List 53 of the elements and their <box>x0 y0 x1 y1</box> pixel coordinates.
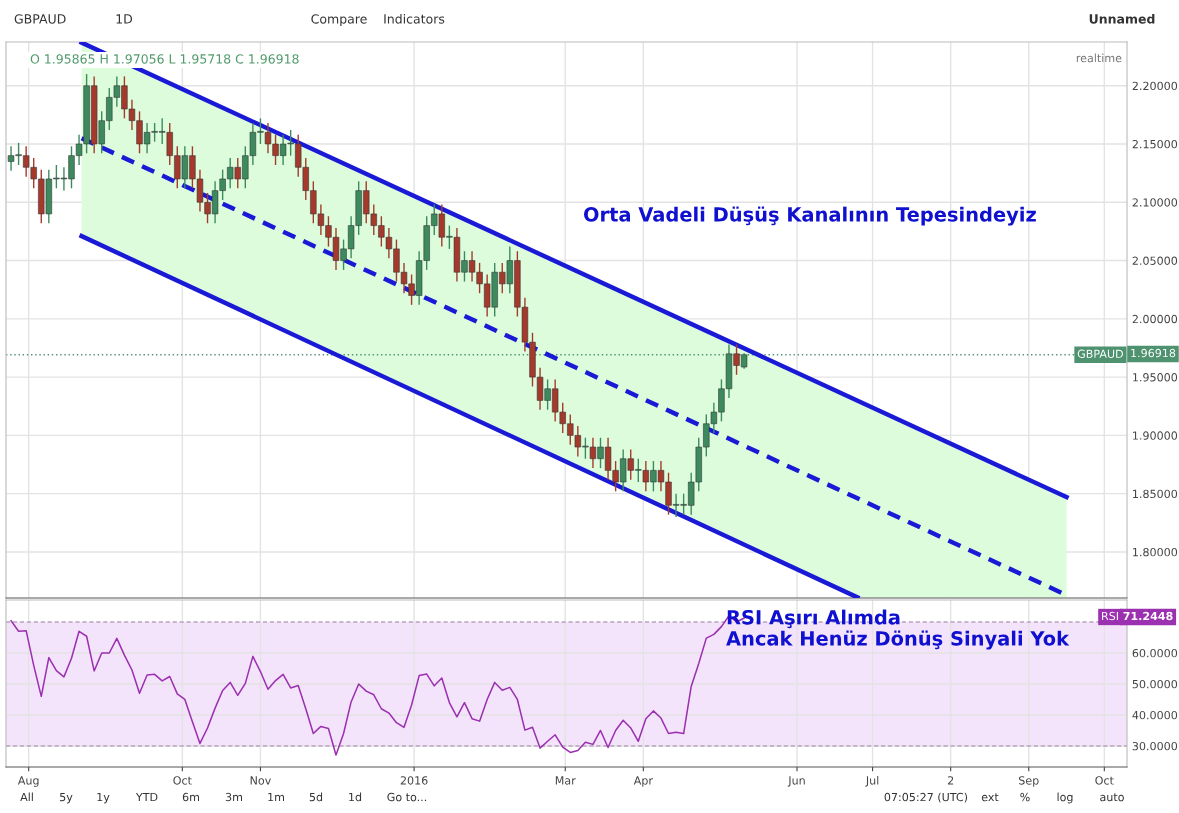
annotation: Ancak Henüz Dönüş Sinyali Yok <box>726 630 1070 650</box>
x-tick-label: Mar <box>555 776 576 785</box>
y-tick-label: 2.05000 <box>1132 256 1178 265</box>
text: 6m <box>182 792 199 802</box>
text: 1d <box>349 792 362 802</box>
y-tick-label: 2.10000 <box>1132 198 1178 207</box>
annotation: realtime <box>1076 53 1122 63</box>
y-tick-label: 1.80000 <box>1133 547 1178 557</box>
x-tick-label: Oct <box>173 776 192 785</box>
y-tick-label: 2.15000 <box>1132 139 1178 149</box>
x-tick-label: Oct <box>1095 776 1114 785</box>
text: log <box>1057 792 1073 804</box>
text: 1D <box>116 14 133 24</box>
y-tick-label: 60.0000 <box>1132 648 1178 658</box>
x-tick-label: Jul <box>865 776 879 787</box>
y-tick-label: 1.95000 <box>1133 373 1178 382</box>
ref-line-label: GBPAUD <box>1077 349 1123 358</box>
annotation: RSI Aşırı Alımda <box>727 609 900 629</box>
x-tick-label: Sep <box>1019 776 1039 787</box>
y-tick-label: 1.85000 <box>1133 489 1178 499</box>
text: All <box>20 792 33 802</box>
x-tick-label: Aug <box>17 776 39 787</box>
text: 5y <box>60 792 73 804</box>
text: 3m <box>225 792 242 802</box>
text: Compare <box>311 14 367 27</box>
x-tick-label: Jun <box>787 776 805 787</box>
x-tick-label: Nov <box>250 776 271 785</box>
text: Indicators <box>384 13 445 24</box>
x-tick-label: 2 <box>947 776 954 785</box>
x-tick-label: 2016 <box>400 776 428 785</box>
y-tick-label: 50.0000 <box>1132 679 1178 689</box>
annotation: RSI <box>1102 611 1118 621</box>
annotation: Orta Vadeli Düşüş Kanalının Tepesindeyiz <box>583 206 1036 226</box>
annotation: O 1.95865 H 1.97056 L 1.95718 C 1.96918 <box>30 54 299 64</box>
text: 1y <box>97 792 110 804</box>
text: GBPAUD <box>14 14 66 24</box>
y-tick-label: 1.90000 <box>1133 431 1178 440</box>
text: 07:05:27 (UTC) <box>884 792 968 803</box>
text: Unnamed <box>1089 13 1155 24</box>
text: 1.96918 <box>1131 348 1176 358</box>
y-tick-label: 40.0000 <box>1132 710 1178 720</box>
text: Go to... <box>387 792 427 802</box>
text: % <box>1020 792 1030 802</box>
x-tick-label: Apr <box>633 776 653 787</box>
y-tick-label: 2.20000 <box>1132 81 1178 91</box>
text: ext <box>981 793 999 802</box>
y-tick-label: 2.00000 <box>1132 314 1178 324</box>
annotation: 71.2448 <box>1123 611 1173 621</box>
text: 5d <box>309 792 323 802</box>
text: 1m <box>268 792 284 802</box>
y-tick-label: 30.0000 <box>1132 741 1178 751</box>
text: auto <box>1100 793 1124 802</box>
text: YTD <box>135 792 158 802</box>
